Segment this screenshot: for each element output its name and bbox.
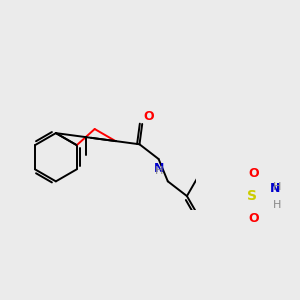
Text: O: O <box>248 212 259 225</box>
Text: H: H <box>273 200 281 210</box>
Text: H: H <box>154 166 163 176</box>
Text: O: O <box>143 110 154 123</box>
Text: N: N <box>153 162 164 175</box>
Text: N: N <box>270 182 280 195</box>
Text: H: H <box>273 182 281 192</box>
Text: S: S <box>247 189 257 203</box>
Text: O: O <box>248 167 259 180</box>
